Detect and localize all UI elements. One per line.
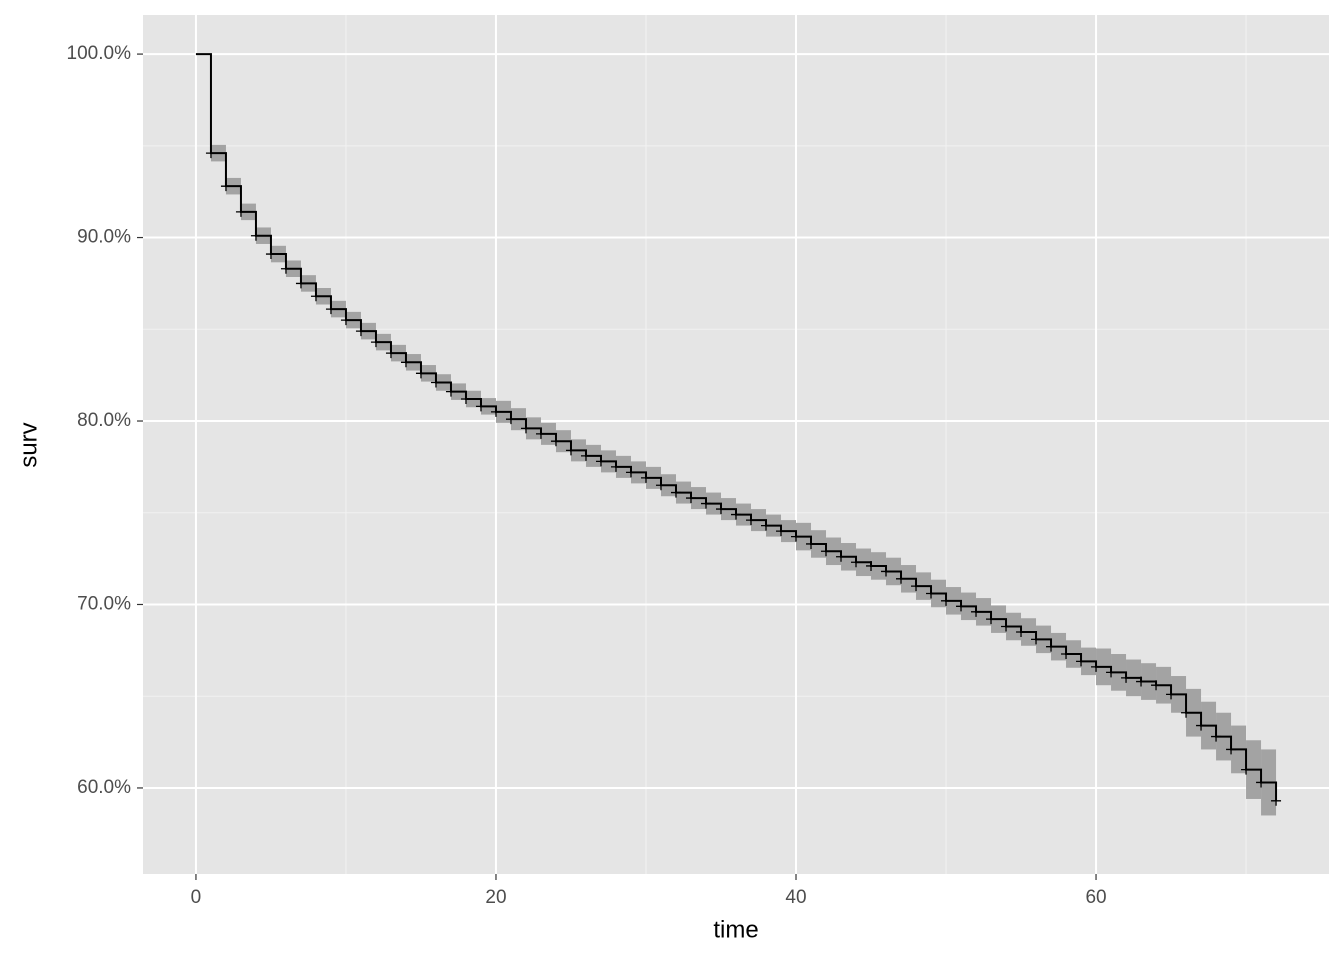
censor-mark [700,498,711,509]
censor-mark [355,326,366,337]
censor-mark [490,406,501,417]
censor-mark [1226,744,1237,755]
censor-mark [746,515,757,526]
censor-mark [1091,661,1102,672]
censor-mark [310,291,321,302]
censor-mark [565,445,576,456]
censor-mark [265,249,276,260]
x-tick-label: 20 [485,887,506,908]
x-tick-label: 40 [785,887,806,908]
censor-mark [956,601,967,612]
x-axis-title: time [713,916,758,943]
censor-mark [1256,777,1267,788]
censor-mark [475,401,486,412]
censor-mark [911,581,922,592]
censor-mark [731,509,741,520]
censor-mark [325,304,336,315]
censor-mark [1211,731,1222,742]
censor-mark [685,493,696,504]
censor-mark [1046,641,1057,652]
censor-mark [1001,621,1012,632]
censor-mark [640,472,651,483]
censor-mark [655,480,666,491]
y-tick-label: 60.0% [77,777,131,798]
x-tick-label: 0 [191,887,202,908]
censor-mark [235,206,246,217]
x-tick-label: 60 [1085,887,1106,908]
censor-mark [295,278,306,289]
censor-mark [1136,676,1147,687]
y-tick-label: 70.0% [77,594,131,615]
censor-mark [460,394,471,404]
censor-mark [430,377,441,388]
censor-mark [776,526,787,537]
y-axis-title: surv [15,422,42,467]
censor-mark [1151,680,1162,691]
censor-mark [595,456,606,467]
censor-mark [896,573,907,584]
censor-mark [220,181,231,192]
censor-mark [836,551,847,562]
censor-mark [670,487,681,498]
y-tick-label: 80.0% [77,410,131,431]
censor-mark [1241,764,1252,775]
censor-mark [881,566,892,577]
censor-mark [400,357,411,368]
censor-mark [926,588,937,599]
censor-mark [1121,672,1132,683]
censor-mark [1076,656,1087,667]
y-tick-label: 100.0% [67,43,132,64]
censor-mark [415,368,426,379]
y-tick-label: 90.0% [77,227,131,248]
censor-mark [610,461,621,472]
censor-mark [806,538,817,549]
censor-mark [715,504,726,515]
censor-mark [385,348,396,359]
censor-mark [971,606,982,617]
censor-mark [280,263,291,274]
censor-mark [1271,795,1282,806]
plot-panel [143,15,1329,874]
censor-mark [535,428,546,439]
censor-mark [370,337,381,348]
censor-mark [821,546,832,557]
censor-mark [1061,649,1072,660]
censor-mark [791,531,802,542]
censor-mark [520,423,531,434]
censor-mark [941,595,952,606]
censor-mark [1106,667,1117,678]
censor-mark [866,560,877,571]
censor-mark [1196,720,1207,731]
censor-mark [625,467,636,478]
censor-mark [445,386,456,397]
censor-mark [1016,627,1027,638]
censor-mark [986,614,997,625]
censor-mark [1031,634,1042,645]
censor-mark [1166,689,1177,700]
censor-mark [761,520,772,531]
censor-mark [205,148,216,159]
censor-mark [505,414,516,425]
censor-mark [580,450,591,461]
censor-mark [1181,707,1192,718]
censor-mark [550,436,561,447]
censor-mark [250,230,261,241]
censor-mark [851,557,862,568]
censor-mark [340,315,351,326]
